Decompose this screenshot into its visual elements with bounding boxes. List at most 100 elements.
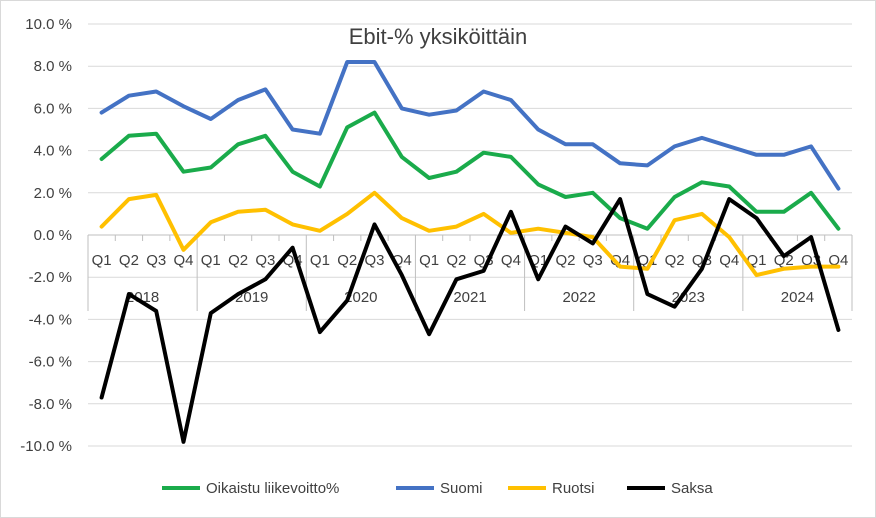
data-point <box>836 227 840 231</box>
y-tick-label: 2.0 % <box>34 185 72 202</box>
x-axis: Q1 Q2 Q3 Q4 Q1 Q2 Q3 Q4 Q1 Q2 Q3 Q4 Q1 Q2 Q3 Q4 Q1 Q2 Q3 Q4… <box>87 234 853 311</box>
data-point <box>427 113 431 117</box>
data-point <box>400 106 404 110</box>
data-point <box>209 165 213 169</box>
data-point <box>263 87 267 91</box>
data-point <box>536 182 540 186</box>
data-point <box>400 155 404 159</box>
data-point <box>454 277 458 281</box>
data-point <box>182 170 185 174</box>
data-point <box>836 265 840 269</box>
data-point <box>700 180 704 184</box>
suomi-line <box>99 60 841 191</box>
data-point <box>400 216 404 220</box>
y-tick-label: -4.0 % <box>29 311 72 328</box>
legend-label-ruotsi: Ruotsi <box>552 480 595 497</box>
data-point <box>127 134 131 138</box>
data-point <box>509 98 513 102</box>
legend: Oikaistu liikevoitto% Suomi Ruotsi Saksa <box>162 480 713 497</box>
data-point <box>564 142 567 146</box>
quarter-label: Q4 <box>610 252 630 269</box>
data-point <box>727 144 731 148</box>
quarter-label: Q2 <box>774 252 794 269</box>
data-point <box>700 267 704 271</box>
data-point <box>564 225 567 229</box>
data-point <box>673 144 677 148</box>
y-tick-label: 8.0 % <box>34 58 72 75</box>
data-point <box>318 330 322 334</box>
year-label: 2018 <box>126 289 159 306</box>
quarter-label: Q2 <box>119 252 139 269</box>
data-point <box>700 212 704 216</box>
data-point <box>209 117 213 121</box>
quarter-label: Q1 <box>201 252 221 269</box>
y-tick-label: -2.0 % <box>29 269 72 286</box>
data-point <box>154 309 158 313</box>
data-point <box>182 440 185 444</box>
data-point <box>645 267 649 271</box>
quarter-label: Q3 <box>255 252 275 269</box>
data-point <box>373 111 376 115</box>
data-point <box>182 104 185 108</box>
quarter-label: Q4 <box>719 252 739 269</box>
data-point <box>291 246 295 250</box>
data-point <box>536 227 540 231</box>
series-lines <box>99 60 841 444</box>
y-axis: 10.0 % 8.0 % 6.0 % 4.0 % 2.0 % 0.0 % -2.… <box>20 16 72 455</box>
y-tick-label: 10.0 % <box>25 16 72 33</box>
data-point <box>454 170 458 174</box>
data-point <box>727 197 731 201</box>
data-point <box>536 277 540 281</box>
quarter-label: Q1 <box>92 252 112 269</box>
data-point <box>400 273 404 277</box>
data-point <box>591 142 595 146</box>
y-tick-label: 6.0 % <box>34 100 72 117</box>
quarter-label: Q2 <box>665 252 685 269</box>
quarter-label: Q2 <box>228 252 248 269</box>
data-point <box>127 94 131 98</box>
y-tick-label: -10.0 % <box>20 438 72 455</box>
data-point <box>782 153 786 157</box>
oikaistu-line <box>99 110 841 231</box>
data-point <box>591 241 595 245</box>
data-point <box>509 210 513 214</box>
data-point <box>236 98 240 102</box>
data-point <box>100 225 104 229</box>
chart-title: Ebit-% yksiköittäin <box>349 24 528 49</box>
y-tick-label: 0.0 % <box>34 227 72 244</box>
data-point <box>673 195 677 199</box>
data-point <box>291 222 295 226</box>
data-point <box>591 191 595 195</box>
year-label: 2022 <box>562 289 595 306</box>
data-point <box>618 197 622 201</box>
data-point <box>263 277 267 281</box>
data-point <box>618 216 622 220</box>
data-point <box>154 132 158 136</box>
data-point <box>482 212 486 216</box>
data-point <box>263 208 267 212</box>
legend-label-saksa: Saksa <box>671 480 713 497</box>
quarter-label: Q4 <box>173 252 193 269</box>
legend-label-suomi: Suomi <box>440 480 483 497</box>
data-point <box>645 227 649 231</box>
data-point <box>727 235 731 239</box>
data-point <box>345 298 349 302</box>
y-tick-label: -8.0 % <box>29 396 72 413</box>
quarter-label: Q4 <box>501 252 521 269</box>
data-point <box>236 210 240 214</box>
data-point <box>236 292 240 296</box>
year-label: 2021 <box>453 289 486 306</box>
quarter-label: Q2 <box>446 252 466 269</box>
data-point <box>318 229 322 233</box>
y-tick-label: -6.0 % <box>29 354 72 371</box>
data-point <box>645 292 649 296</box>
data-point <box>782 210 786 214</box>
data-point <box>755 210 758 214</box>
data-point <box>345 212 349 216</box>
quarter-label: Q2 <box>555 252 575 269</box>
data-point <box>782 254 786 258</box>
data-point <box>291 128 295 131</box>
data-point <box>618 161 622 165</box>
